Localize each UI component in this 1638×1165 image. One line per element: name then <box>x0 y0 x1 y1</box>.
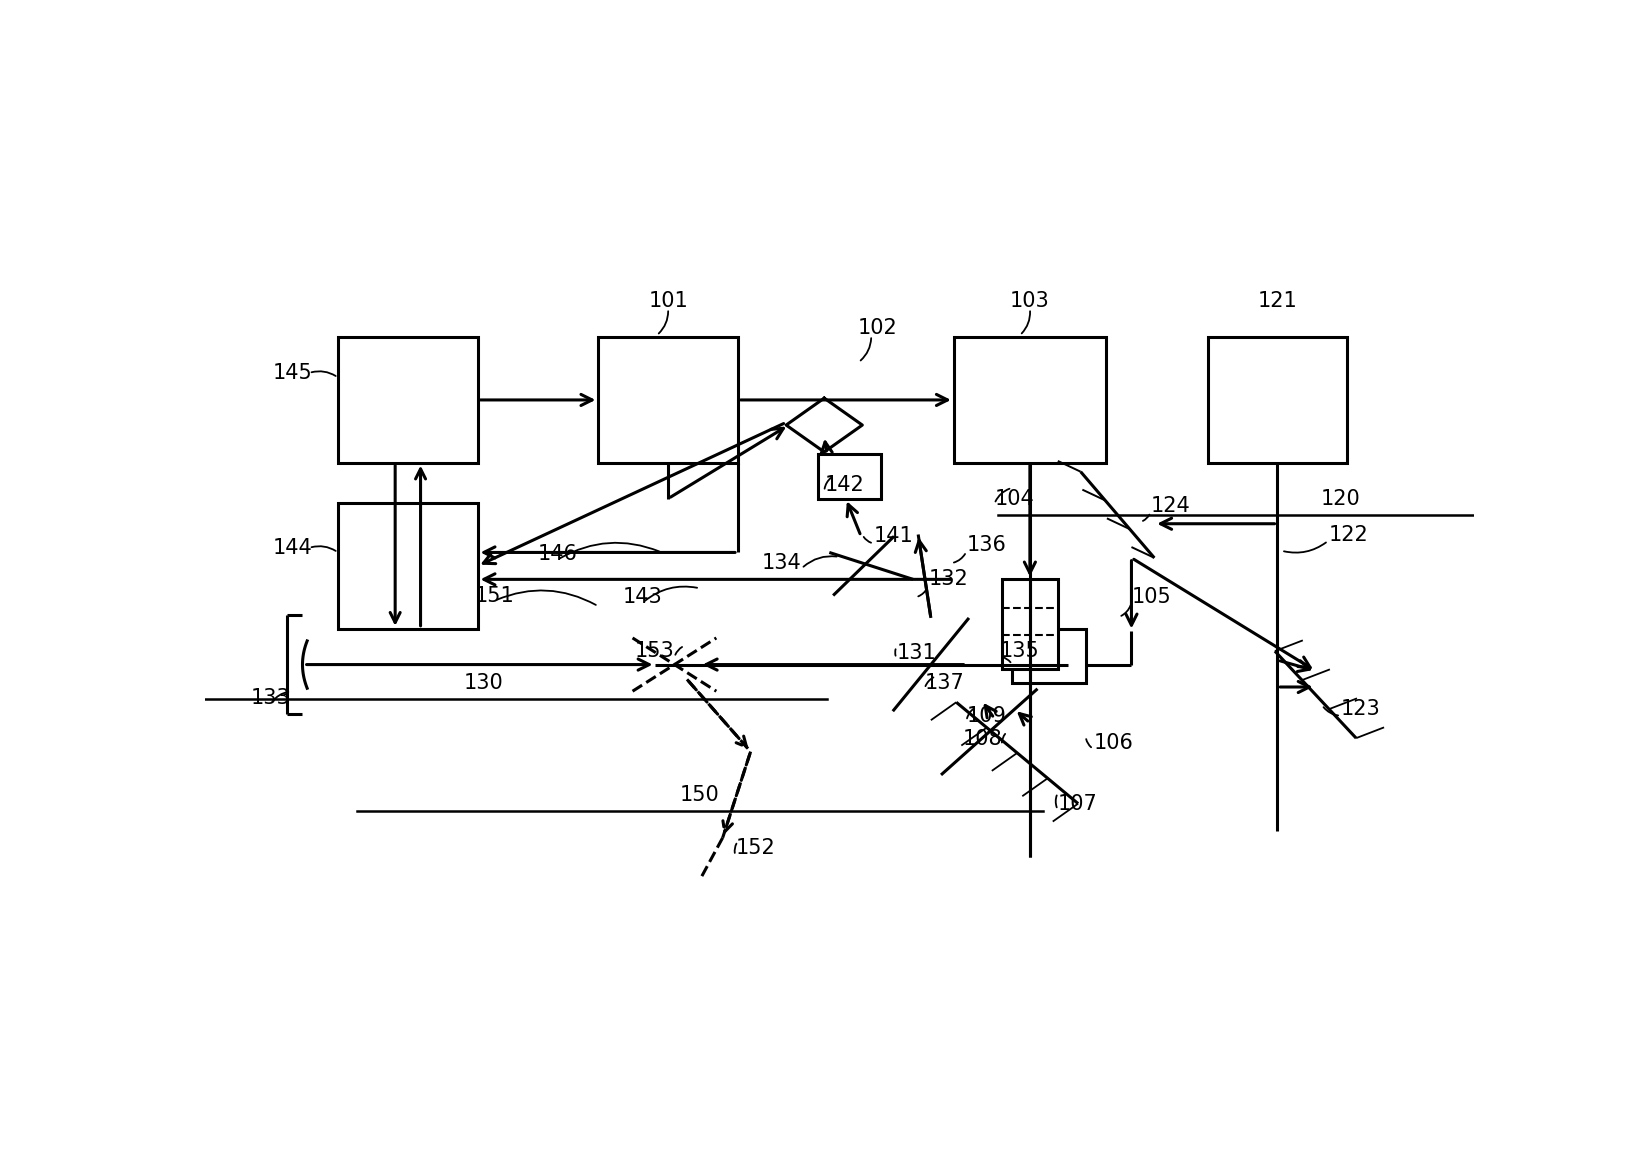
Bar <box>598 337 737 463</box>
Text: 151: 151 <box>475 586 514 606</box>
Text: 131: 131 <box>896 643 937 663</box>
Text: 130: 130 <box>464 672 505 692</box>
Bar <box>1002 579 1058 669</box>
Text: 124: 124 <box>1150 496 1191 516</box>
Text: 108: 108 <box>963 729 1002 749</box>
Text: 120: 120 <box>1320 488 1361 509</box>
Text: 145: 145 <box>274 363 313 383</box>
Text: 106: 106 <box>1094 733 1133 753</box>
Bar <box>1012 629 1086 683</box>
Text: 133: 133 <box>251 687 290 708</box>
Bar <box>817 453 881 499</box>
Text: 109: 109 <box>966 706 1006 726</box>
Text: 132: 132 <box>929 570 968 589</box>
Bar <box>337 337 478 463</box>
Text: 107: 107 <box>1058 793 1097 813</box>
Text: 137: 137 <box>924 672 965 692</box>
Text: 121: 121 <box>1258 291 1297 311</box>
Text: 104: 104 <box>994 488 1034 509</box>
Text: 101: 101 <box>649 291 688 311</box>
Text: 122: 122 <box>1328 524 1368 544</box>
Text: 102: 102 <box>858 318 898 338</box>
Text: 135: 135 <box>999 641 1038 661</box>
Bar <box>1207 337 1348 463</box>
Text: 150: 150 <box>680 785 719 805</box>
Text: 144: 144 <box>274 538 313 558</box>
Text: 134: 134 <box>762 553 801 573</box>
Text: 141: 141 <box>873 527 914 546</box>
Bar <box>953 337 1106 463</box>
Text: 142: 142 <box>824 475 863 495</box>
Text: 136: 136 <box>966 535 1006 556</box>
Text: 146: 146 <box>537 544 578 564</box>
Text: 143: 143 <box>622 587 663 607</box>
Text: 103: 103 <box>1011 291 1050 311</box>
Text: 153: 153 <box>634 641 675 661</box>
Text: 152: 152 <box>735 839 775 859</box>
Bar <box>337 503 478 629</box>
Text: 105: 105 <box>1132 587 1171 607</box>
Text: 123: 123 <box>1342 699 1381 720</box>
